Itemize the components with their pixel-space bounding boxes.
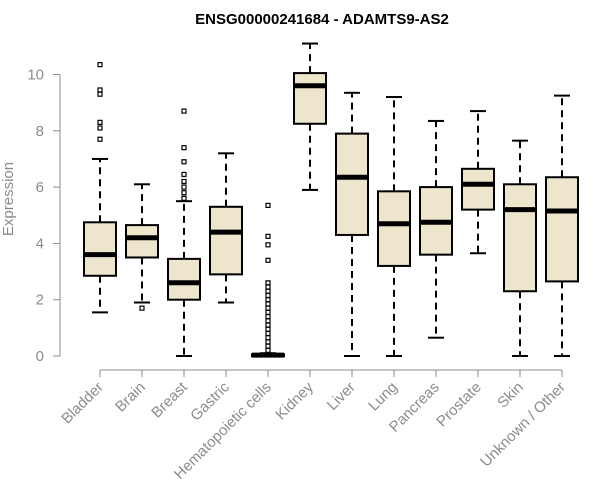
- outlier-point: [265, 322, 271, 328]
- box-6: [335, 91, 369, 357]
- iqr-box: [503, 183, 537, 293]
- outlier-point: [265, 284, 271, 290]
- outlier-point: [265, 309, 271, 315]
- category-label-0: Bladder: [58, 379, 107, 428]
- category-label-10: Skin: [494, 379, 527, 412]
- outlier-point: [181, 178, 187, 185]
- outlier-point: [265, 318, 271, 324]
- iqr-box: [545, 176, 579, 283]
- outlier-point: [181, 184, 187, 190]
- box-8: [419, 119, 453, 339]
- category-label-5: Kidney: [272, 378, 317, 423]
- outlier-point: [181, 145, 187, 151]
- outlier-point: [97, 119, 103, 125]
- outlier-point: [265, 330, 271, 337]
- box-9: [461, 110, 495, 255]
- outlier-point: [97, 87, 103, 93]
- outlier-point: [265, 292, 271, 299]
- box-3: [209, 152, 243, 304]
- outlier-point: [265, 297, 271, 303]
- iqr-box: [125, 224, 159, 259]
- category-label-1: Brain: [112, 379, 149, 416]
- outlier-point: [265, 326, 271, 332]
- y-tick-label-4: 8: [36, 123, 44, 140]
- outlier-point: [265, 301, 271, 307]
- axes: 0 2 4 6 8 10: [27, 67, 563, 377]
- y-tick-label-3: 6: [36, 179, 44, 196]
- outlier-point: [181, 190, 187, 196]
- outlier-point: [265, 347, 271, 353]
- box-2: [167, 108, 201, 357]
- y-tick-label-1: 2: [36, 292, 44, 309]
- outlier-point: [265, 242, 271, 248]
- outlier-point: [265, 335, 271, 341]
- y-axis-label: Expression: [0, 162, 17, 236]
- iqr-box: [167, 257, 201, 301]
- outlier-point: [265, 233, 271, 239]
- outlier-point: [265, 257, 271, 263]
- outlier-point: [139, 305, 145, 311]
- box-5: [293, 42, 327, 191]
- y-tick-label-2: 4: [36, 235, 44, 252]
- iqr-box: [377, 190, 411, 267]
- chart-title: ENSG00000241684 - ADAMTS9-AS2: [195, 11, 449, 28]
- box-11: [545, 94, 579, 357]
- outlier-point: [181, 108, 187, 114]
- outlier-point: [181, 159, 187, 165]
- outlier-point: [265, 202, 271, 208]
- iqr-box: [293, 72, 327, 125]
- outlier-point: [265, 313, 271, 320]
- y-tick-label-0: 0: [36, 348, 44, 365]
- category-label-6: Liver: [324, 379, 359, 414]
- category-label-7: Lung: [365, 379, 401, 415]
- outlier-point: [97, 62, 103, 68]
- box-4: [251, 202, 285, 358]
- boxes-group: [83, 42, 579, 358]
- outlier-point: [265, 280, 271, 286]
- outlier-point: [97, 136, 103, 142]
- category-label-9: Prostate: [433, 379, 485, 431]
- iqr-box: [335, 132, 369, 236]
- outlier-point: [265, 339, 271, 345]
- category-label-2: Breast: [148, 378, 191, 421]
- outlier-point: [265, 305, 271, 311]
- iqr-box: [83, 221, 117, 277]
- outlier-point: [97, 91, 103, 97]
- outlier-point: [181, 171, 187, 178]
- outlier-point: [97, 125, 103, 131]
- box-0: [83, 62, 117, 314]
- y-tick-label-5: 10: [27, 67, 44, 84]
- outlier-point: [181, 195, 187, 201]
- iqr-box: [209, 205, 243, 276]
- outlier-point: [265, 288, 271, 294]
- box-7: [377, 96, 411, 357]
- box-1: [125, 183, 159, 311]
- iqr-box: [461, 167, 495, 211]
- outlier-point: [265, 343, 271, 349]
- box-10: [503, 139, 537, 357]
